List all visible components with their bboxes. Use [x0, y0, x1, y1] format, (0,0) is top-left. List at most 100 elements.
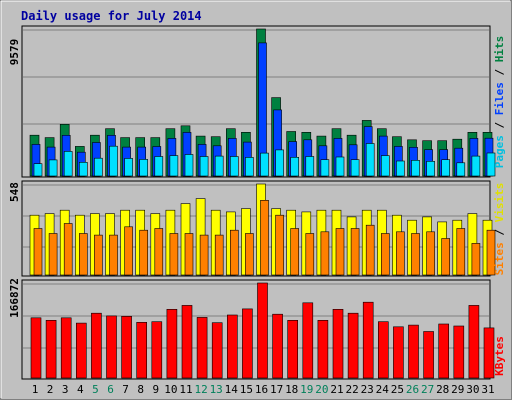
x-tick-label-2: 2 [47, 383, 54, 396]
kbytes-bar-kbytes-day-22 [347, 312, 359, 379]
x-tick-label-9: 9 [152, 383, 159, 396]
x-tick-label-3: 3 [62, 383, 69, 396]
kbytes-bar-kbytes-day-26 [408, 324, 419, 379]
kbytes-bar-kbytes-day-3 [60, 317, 72, 379]
visits-bar-sites-day-30 [471, 243, 481, 276]
kbytes-bar-kbytes-day-12 [196, 317, 208, 379]
visits-bar-sites-day-23 [365, 224, 375, 276]
visits-bar-sites-day-8 [139, 229, 148, 276]
x-tick-label-11: 11 [179, 383, 192, 396]
kbytes-bar-kbytes-day-1 [30, 317, 42, 379]
legend-sep-3: / [493, 222, 506, 242]
bars-layer [29, 28, 496, 379]
kbytes-bar-kbytes-day-24 [377, 321, 389, 379]
x-tick-label-17: 17 [270, 383, 283, 396]
hits-bar-pages-day-22 [350, 159, 360, 177]
kbytes-bar-kbytes-day-13 [211, 322, 223, 379]
kbytes-bar-kbytes-day-21 [332, 308, 344, 379]
visits-bar-sites-day-10 [169, 233, 179, 276]
x-tick-label-22: 22 [345, 383, 358, 396]
kbytes-bar-kbytes-day-31 [483, 327, 495, 379]
kbytes-bar-kbytes-day-2 [45, 319, 57, 379]
x-tick-label-25: 25 [391, 383, 404, 396]
hits-bar-pages-day-25 [396, 160, 405, 177]
kbytes-bar-kbytes-day-25 [393, 326, 404, 379]
x-tick-label-14: 14 [225, 383, 239, 396]
hits-bar-pages-day-5 [94, 157, 103, 177]
x-tick-label-28: 28 [436, 383, 449, 396]
legend-sites: Sites [493, 242, 506, 275]
hits-max-label: 9579 [8, 39, 21, 66]
hits-bar-pages-day-2 [48, 159, 58, 177]
visits-bar-sites-day-27 [426, 231, 435, 276]
legend-hits: Hits [493, 36, 506, 63]
visits-bar-sites-day-9 [154, 228, 164, 276]
x-tick-label-31: 31 [481, 383, 494, 396]
legend-pages: Pages [493, 135, 506, 168]
visits-bar-sites-day-22 [350, 228, 360, 276]
visits-bar-sites-day-24 [380, 233, 390, 276]
hits-bar-pages-day-29 [456, 162, 466, 177]
hits-bar-pages-day-21 [335, 156, 345, 177]
visits-bar-sites-day-20 [320, 231, 330, 276]
hits-bar-pages-day-26 [411, 160, 420, 177]
x-tick-label-20: 20 [315, 383, 328, 396]
legend-sep-2: / [493, 62, 506, 82]
hits-bar-pages-day-19 [305, 156, 315, 177]
x-tick-label-12: 12 [194, 383, 207, 396]
kbytes-bar-kbytes-day-20 [317, 319, 329, 379]
visits-bar-sites-day-11 [184, 233, 194, 276]
visits-bar-sites-day-15 [245, 233, 254, 276]
x-tick-label-8: 8 [137, 383, 144, 396]
hits-bar-pages-day-23 [365, 143, 375, 177]
x-tick-label-26: 26 [406, 383, 419, 396]
hits-bar-pages-day-20 [320, 159, 330, 177]
x-tick-label-16: 16 [255, 383, 268, 396]
x-tick-label-13: 13 [210, 383, 223, 396]
x-tick-label-5: 5 [92, 383, 99, 396]
kbytes-bar-kbytes-day-14 [227, 314, 238, 379]
legend-visits: Visits [493, 183, 506, 223]
kbytes-bar-kbytes-day-30 [468, 305, 480, 379]
visits-bar-sites-day-12 [199, 234, 209, 276]
kbytes-bar-kbytes-day-4 [76, 322, 87, 379]
hits-bar-pages-day-30 [471, 155, 481, 177]
hits-bar-pages-day-24 [380, 155, 390, 177]
visits-bar-sites-day-26 [411, 233, 420, 276]
x-tick-label-18: 18 [285, 383, 298, 396]
hits-bar-pages-day-3 [63, 151, 73, 177]
hits-bar-pages-day-9 [154, 156, 164, 177]
visits-bar-sites-day-5 [94, 234, 103, 276]
legend-files: Files [493, 82, 506, 115]
visits-bar-sites-day-2 [48, 233, 58, 276]
x-tick-label-15: 15 [240, 383, 253, 396]
legend-sep-1: / [493, 115, 506, 135]
x-tick-label-29: 29 [451, 383, 464, 396]
hits-bar-pages-day-10 [169, 155, 179, 177]
hits-bar-pages-day-13 [214, 155, 224, 177]
kbytes-bar-kbytes-day-23 [362, 301, 374, 379]
hits-bar-pages-day-16 [260, 152, 269, 177]
x-tick-label-21: 21 [330, 383, 343, 396]
hits-bar-pages-day-15 [245, 157, 254, 177]
visits-bar-sites-day-28 [441, 238, 451, 276]
kbytes-bar-kbytes-day-17 [272, 313, 283, 379]
hits-bar-pages-day-4 [79, 162, 88, 177]
visits-bar-sites-day-29 [456, 228, 466, 276]
visits-bar-sites-day-19 [305, 233, 315, 276]
hits-bar-pages-day-17 [275, 149, 284, 177]
kbytes-max-label: 166872 [8, 278, 21, 318]
hits-bar-pages-day-12 [199, 156, 209, 177]
visits-bar-sites-day-3 [63, 223, 73, 276]
kbytes-bar-kbytes-day-27 [423, 331, 434, 379]
hits-bar-pages-day-6 [109, 145, 118, 177]
x-tick-label-19: 19 [300, 383, 313, 396]
x-tick-label-1: 1 [32, 383, 39, 396]
visits-bar-sites-day-18 [290, 228, 300, 276]
kbytes-bar-kbytes-day-9 [151, 321, 163, 379]
x-tick-label-24: 24 [376, 383, 390, 396]
kbytes-bar-kbytes-day-29 [453, 325, 465, 379]
x-tick-label-6: 6 [107, 383, 114, 396]
hits-bar-pages-day-28 [441, 159, 451, 177]
